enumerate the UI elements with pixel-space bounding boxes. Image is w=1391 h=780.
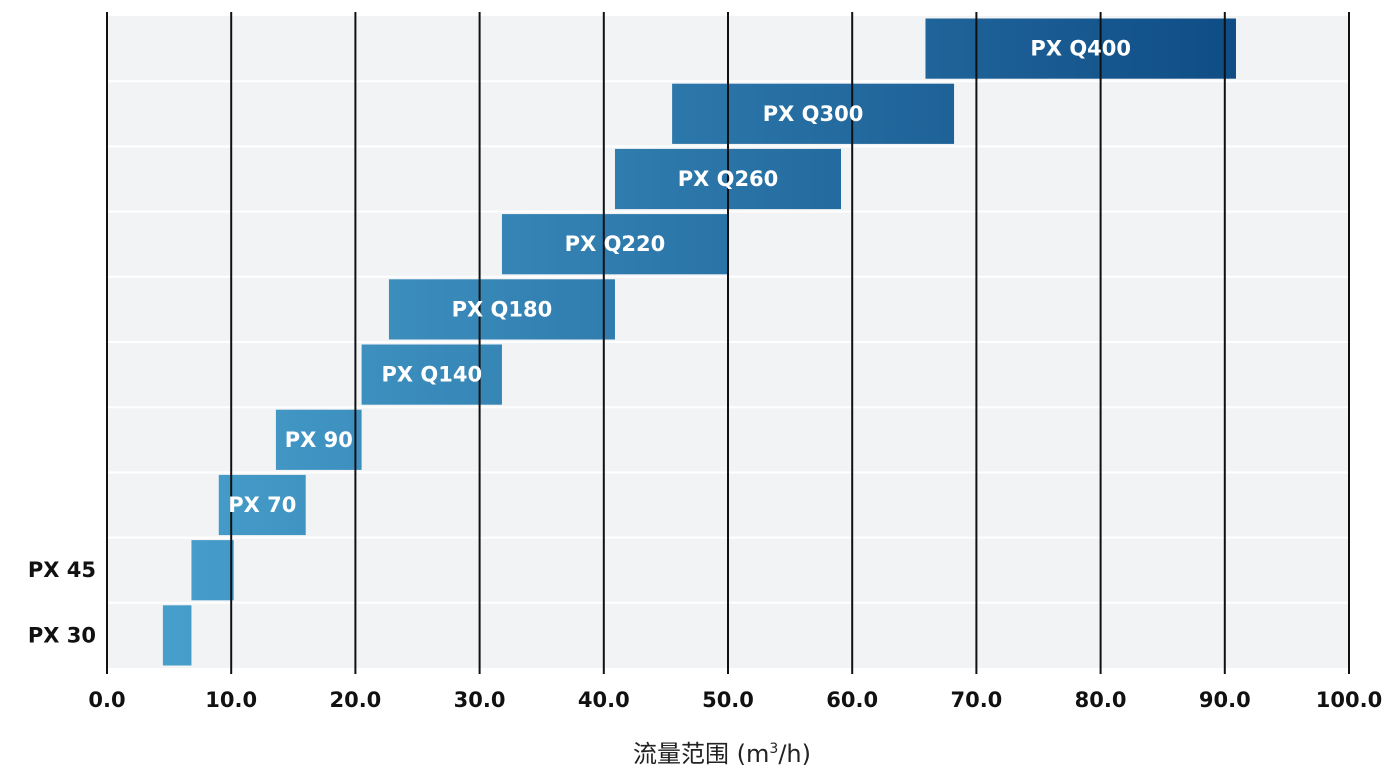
bar-label-px-q400: PX Q400 [1030, 37, 1131, 61]
bar-px-q300 [672, 83, 955, 144]
x-tick-label: 0.0 [88, 688, 125, 712]
x-tick-label: 70.0 [950, 688, 1002, 712]
bar-label-px-q140: PX Q140 [381, 363, 482, 387]
gridlines [106, 12, 1350, 674]
x-tick-label: 50.0 [702, 688, 754, 712]
bar-labels: PX 70 PX 90 PX Q140 PX Q180 PX Q220 PX Q260 PX… [228, 37, 1131, 517]
bar-px-45 [191, 540, 234, 601]
bar-px-q180 [388, 279, 615, 340]
x-axis-title-main: 流量范围 (m [633, 740, 769, 768]
x-axis-title-tail: /h) [778, 740, 811, 768]
category-label-px-45: PX 45 [28, 558, 96, 582]
bar-px-q220 [501, 214, 728, 275]
x-tick-label: 100.0 [1316, 688, 1382, 712]
bar-label-px-q220: PX Q220 [565, 232, 666, 256]
bar-px-90 [275, 409, 362, 470]
bar-px-q140 [361, 344, 502, 405]
bar-px-70 [218, 474, 306, 536]
bar-px-30 [162, 605, 192, 666]
x-tick-label: 80.0 [1075, 688, 1127, 712]
category-labels: PX 30 PX 45 [28, 558, 96, 647]
category-label-px-30: PX 30 [28, 623, 96, 647]
bar-label-px-q180: PX Q180 [452, 297, 553, 321]
bar-label-px-70: PX 70 [228, 493, 296, 517]
bars-layer [162, 18, 1236, 666]
x-tick-label: 10.0 [205, 688, 257, 712]
bar-label-px-90: PX 90 [285, 428, 353, 452]
x-tick-label: 20.0 [329, 688, 381, 712]
x-axis-title-superscript: 3 [769, 741, 778, 757]
x-tick-label: 40.0 [578, 688, 630, 712]
x-axis-title: 流量范围 (m3/h) [633, 740, 811, 768]
x-tick-label: 60.0 [826, 688, 878, 712]
x-tick-labels: 0.0 10.0 20.0 30.0 40.0 50.0 60.0 70.0 80.0 90.0 1… [88, 688, 1382, 712]
bar-label-px-q300: PX Q300 [763, 102, 864, 126]
x-tick-label: 90.0 [1199, 688, 1251, 712]
bar-label-px-q260: PX Q260 [678, 167, 779, 191]
x-tick-label: 30.0 [454, 688, 506, 712]
